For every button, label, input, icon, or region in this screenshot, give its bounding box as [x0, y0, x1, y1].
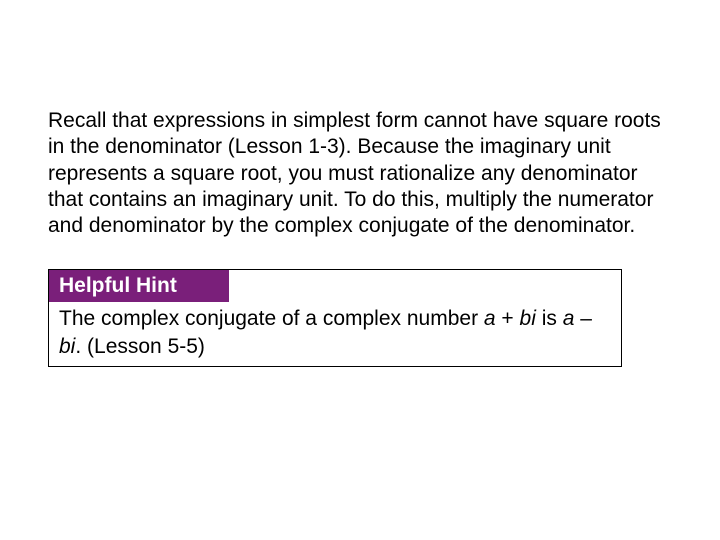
hint-header: Helpful Hint [49, 270, 229, 302]
expr1-a: a [484, 307, 496, 330]
expr2-op: – [574, 307, 592, 330]
expr2-b: bi [59, 335, 75, 358]
hint-text-mid: is [536, 307, 563, 330]
expr1-b: bi [520, 307, 536, 330]
hint-box: Helpful Hint The complex conjugate of a … [48, 269, 622, 367]
hint-text-suffix: . (Lesson 5-5) [75, 335, 205, 358]
content-area: Recall that expressions in simplest form… [48, 108, 668, 367]
expr2-a: a [563, 307, 575, 330]
hint-text-prefix: The complex conjugate of a complex numbe… [59, 307, 484, 330]
hint-body: The complex conjugate of a complex numbe… [49, 302, 621, 366]
main-paragraph: Recall that expressions in simplest form… [48, 108, 668, 239]
expr1-op: + [496, 307, 520, 330]
